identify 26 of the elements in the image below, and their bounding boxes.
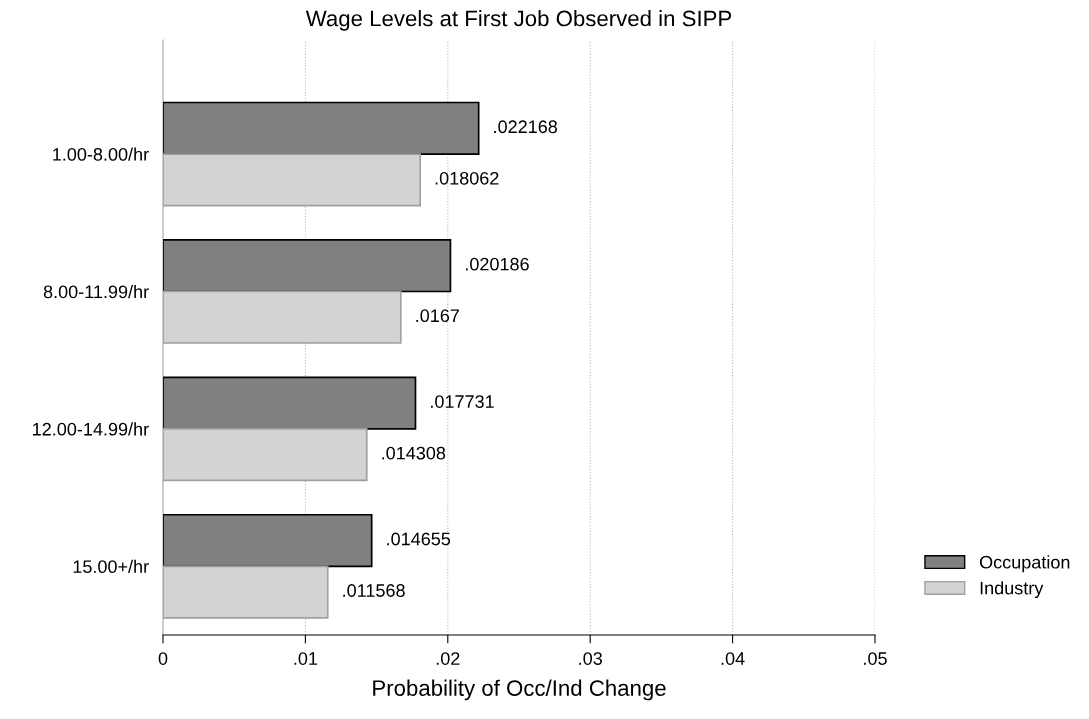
data-label: .011568 xyxy=(343,584,405,597)
chart-title: Wage Levels at First Job Observed in SIPP xyxy=(305,10,732,31)
legend-label: Occupation xyxy=(979,555,1070,573)
legend-label: Industry xyxy=(980,581,1044,599)
data-label: .014655 xyxy=(387,532,451,546)
x-tick-label: .04 xyxy=(721,652,745,665)
bar xyxy=(163,376,417,430)
data-label: .0167 xyxy=(416,309,459,323)
data-label: .018062 xyxy=(435,171,499,185)
bar xyxy=(163,513,373,568)
data-label: .014308 xyxy=(382,446,446,460)
bar xyxy=(163,101,480,155)
y-tick-label: 1.00-8.00/hr xyxy=(53,147,149,161)
x-tick-label: .01 xyxy=(294,652,318,665)
y-tick-label: 15.00+/hr xyxy=(73,559,149,574)
y-tick-label: 12.00-14.99/hr xyxy=(33,422,149,436)
data-label: .022168 xyxy=(494,120,558,134)
x-tick-label: .02 xyxy=(436,652,460,665)
data-label: .020186 xyxy=(465,257,529,271)
y-tick-label: 8.00-11.99/hr xyxy=(43,284,149,299)
x-axis-title: Probability of Occ/Ind Change xyxy=(373,679,666,701)
bar xyxy=(163,239,452,293)
x-tick-label: .03 xyxy=(579,652,602,665)
x-tick-label: 0 xyxy=(158,652,168,665)
x-tick-label: .05 xyxy=(864,652,887,665)
data-label: .017731 xyxy=(431,395,494,408)
